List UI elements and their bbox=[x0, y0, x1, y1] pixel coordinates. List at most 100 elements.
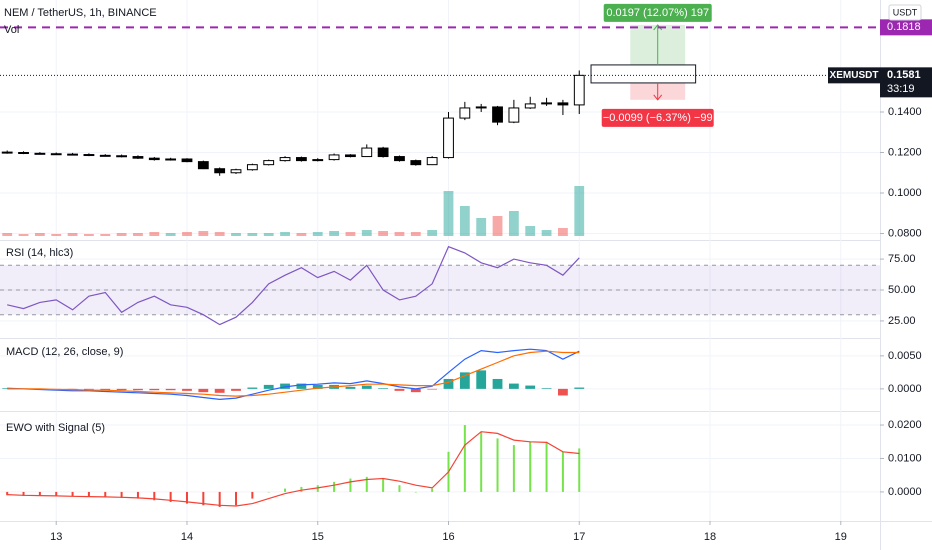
y-tick-label: 0.1000 bbox=[888, 187, 922, 199]
volume-bar bbox=[476, 218, 487, 236]
histogram-bar bbox=[561, 451, 564, 492]
candle-body bbox=[148, 157, 160, 161]
histogram-bar bbox=[427, 388, 438, 390]
x-tick-label: 17 bbox=[573, 531, 585, 543]
candle-body bbox=[230, 169, 242, 174]
histogram-bar bbox=[169, 491, 172, 502]
histogram-bar bbox=[410, 388, 421, 393]
volume-bar bbox=[280, 232, 290, 236]
volume-bar bbox=[558, 228, 568, 236]
histogram-bar bbox=[300, 486, 303, 492]
histogram-bar bbox=[431, 488, 434, 492]
histogram-bar bbox=[153, 491, 156, 501]
candle-body bbox=[132, 156, 144, 159]
y-tick-label: 0.0800 bbox=[888, 227, 922, 239]
histogram-bar bbox=[312, 384, 323, 389]
volume-bar bbox=[18, 234, 29, 236]
histogram-bar bbox=[463, 425, 466, 492]
x-tick-label: 13 bbox=[50, 531, 62, 543]
last-price-label: 0.1581 bbox=[887, 69, 921, 81]
candle-body bbox=[459, 107, 471, 119]
histogram-bar bbox=[345, 386, 356, 389]
stop-label: −0.0099 (−6.37%) −99 bbox=[603, 112, 713, 124]
candle-body bbox=[345, 154, 356, 158]
y-tick-label: 0.1400 bbox=[888, 106, 922, 118]
x-tick-label: 18 bbox=[704, 531, 716, 543]
currency-box[interactable] bbox=[888, 4, 922, 21]
candle-body bbox=[263, 160, 275, 166]
histogram-bar bbox=[6, 491, 9, 496]
histogram-bar bbox=[529, 441, 532, 492]
histogram-bar bbox=[136, 491, 139, 499]
histogram-bar bbox=[316, 485, 319, 492]
volume-bar bbox=[329, 231, 339, 236]
histogram-bar bbox=[545, 441, 548, 492]
histogram-bar bbox=[382, 478, 385, 492]
candle-body bbox=[165, 158, 177, 161]
volume-bar bbox=[508, 211, 519, 236]
volume-bar bbox=[574, 186, 585, 236]
histogram-bar bbox=[541, 388, 552, 389]
last-price-box bbox=[880, 67, 932, 98]
histogram-bar bbox=[165, 388, 176, 391]
histogram-bar bbox=[492, 378, 503, 389]
histogram-bar bbox=[284, 488, 287, 492]
rsi-name: RSI (14, hlc3) bbox=[6, 247, 73, 259]
signal-line bbox=[7, 350, 580, 397]
volume-bar bbox=[231, 233, 241, 236]
y-tick-label: 75.00 bbox=[888, 253, 916, 265]
candle-body bbox=[394, 156, 405, 162]
macd-name: MACD (12, 26, close, 9) bbox=[6, 346, 123, 358]
histogram-bar bbox=[55, 491, 58, 497]
y-tick-label: 50.00 bbox=[888, 284, 916, 296]
volume-bar bbox=[427, 230, 438, 236]
candle-body bbox=[508, 107, 520, 123]
histogram-bar bbox=[525, 385, 536, 389]
volume-bar bbox=[296, 233, 307, 236]
histogram-bar bbox=[414, 491, 417, 493]
histogram-bar bbox=[476, 370, 487, 389]
histogram-bar bbox=[214, 388, 225, 393]
ewo-name: EWO with Signal (5) bbox=[6, 422, 105, 434]
candle-body bbox=[1, 151, 13, 154]
candle-body bbox=[295, 157, 307, 162]
histogram-bar bbox=[38, 491, 41, 496]
candle-body bbox=[312, 159, 324, 162]
histogram-bar bbox=[22, 491, 25, 496]
volume-bar bbox=[443, 191, 454, 236]
histogram-bar bbox=[185, 491, 188, 504]
candle-body bbox=[214, 168, 226, 174]
histogram-bar bbox=[116, 388, 127, 391]
histogram-bar bbox=[443, 378, 454, 389]
label-layer: NEM / TetherUS, 1h, BINANCE Vol RSI (14,… bbox=[4, 4, 922, 434]
histogram-bar bbox=[361, 385, 372, 389]
histogram-bar bbox=[235, 491, 238, 506]
histogram-bar bbox=[84, 388, 94, 390]
histogram-bar bbox=[133, 388, 143, 391]
countdown-label: 33:19 bbox=[887, 83, 915, 95]
candle-body bbox=[557, 102, 569, 106]
histogram-bar bbox=[508, 383, 519, 389]
histogram-bar bbox=[398, 485, 401, 492]
candle-body bbox=[426, 157, 438, 166]
macd-line bbox=[7, 348, 580, 401]
x-tick-label: 15 bbox=[312, 531, 324, 543]
histogram-bar bbox=[574, 387, 585, 389]
candle-body bbox=[541, 102, 552, 105]
x-tick-label: 19 bbox=[835, 531, 847, 543]
entry-box bbox=[590, 64, 697, 84]
volume-bar bbox=[149, 232, 160, 236]
histogram-bar bbox=[365, 476, 368, 492]
volume-bar bbox=[345, 232, 356, 236]
volume-bar bbox=[182, 232, 192, 236]
candle-body bbox=[443, 117, 454, 159]
candle-body bbox=[573, 74, 585, 106]
histogram-bar bbox=[247, 387, 258, 389]
stop-label-box bbox=[601, 108, 714, 127]
histogram-bar bbox=[558, 388, 568, 396]
candle-body bbox=[50, 153, 62, 156]
volume-bar bbox=[133, 233, 143, 236]
histogram-bar bbox=[218, 491, 221, 507]
volume-bar bbox=[394, 232, 405, 236]
